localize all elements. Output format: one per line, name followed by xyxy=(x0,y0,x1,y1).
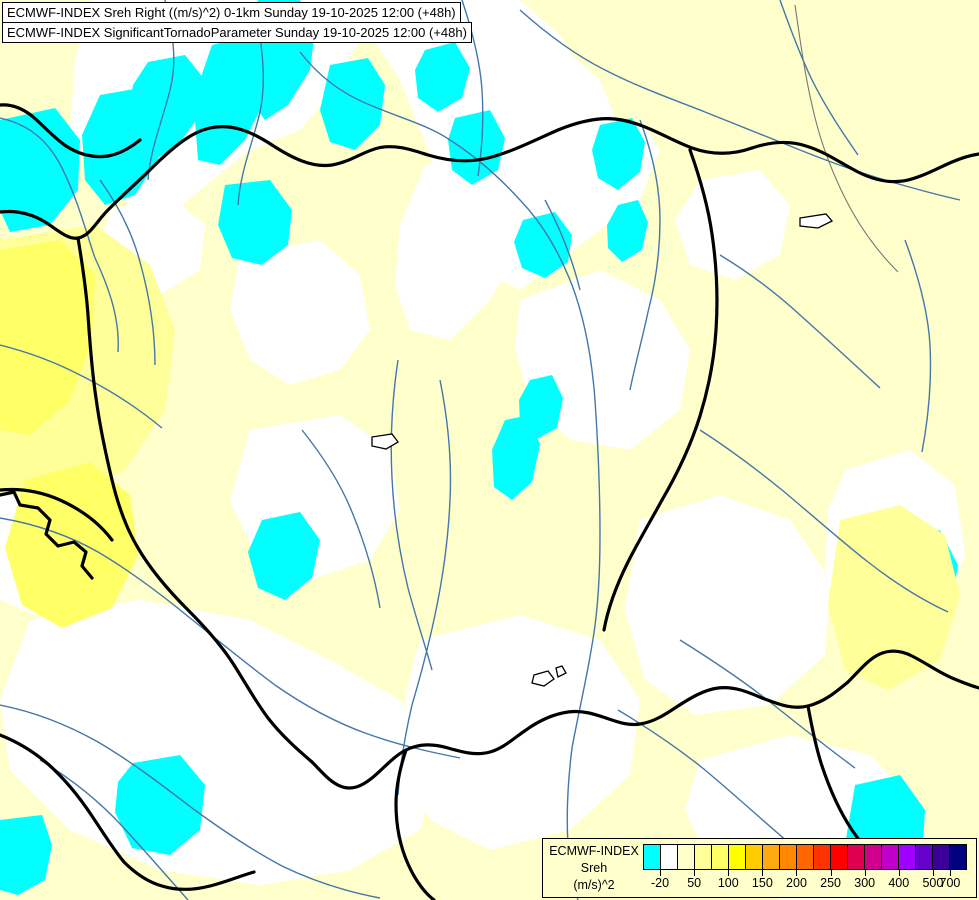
legend-panel: ECMWF-INDEX Sreh (m/s)^2 -20 50 100 150 200 2… xyxy=(542,838,977,898)
colorbar-tick-label-200: 200 xyxy=(786,876,807,890)
colorbar-swatch-11 xyxy=(831,845,848,869)
legend-label-block: ECMWF-INDEX Sreh (m/s)^2 xyxy=(547,843,641,894)
colorbar-swatch-18 xyxy=(950,845,966,869)
shade-band-yellow xyxy=(0,240,138,628)
legend-field-name: Sreh xyxy=(580,861,608,875)
colorbar-swatch-16 xyxy=(916,845,933,869)
colorbar-tick-700 xyxy=(949,870,951,876)
colorbar-swatch-10 xyxy=(814,845,831,869)
colorbar-tick-label-50: 50 xyxy=(687,876,702,890)
title-text-secondary: ECMWF-INDEX SignificantTornadoParameter … xyxy=(7,25,467,40)
colorbar-swatch-8 xyxy=(780,845,797,869)
colorbar-swatch-12 xyxy=(848,845,865,869)
lake-outlines xyxy=(371,213,834,687)
colorbar-tick-300 xyxy=(864,870,866,876)
colorbar-tick-label-400: 400 xyxy=(888,876,910,890)
colorbar-swatch-0 xyxy=(644,845,661,869)
colorbar-tick-label-250: 250 xyxy=(820,876,842,890)
colorbar-tick-500 xyxy=(932,870,934,876)
colorbar-tick-200 xyxy=(796,870,798,876)
colorbar-swatch-9 xyxy=(797,845,814,869)
colorbar-tick-label-100: 100 xyxy=(717,876,739,890)
colorbar-swatch-5 xyxy=(729,845,746,869)
colorbar-swatch-4 xyxy=(712,845,729,869)
colorbar-swatch-1 xyxy=(661,845,678,869)
subregion-border xyxy=(794,4,899,273)
colorbar-tick-label-500: 500 xyxy=(922,876,944,890)
national-borders xyxy=(0,103,979,900)
colorbar-tick-50 xyxy=(694,870,696,876)
colorbar-tick-label-300: 300 xyxy=(854,876,876,890)
colorbar-tick-400 xyxy=(898,870,900,876)
colorbar-tick-label-700: 700 xyxy=(939,876,961,890)
title-box-primary: ECMWF-INDEX Sreh Right ((m/s)^2) 0-1km S… xyxy=(2,2,461,23)
legend-heading: ECMWF-INDEX xyxy=(549,844,639,858)
title-text-primary: ECMWF-INDEX Sreh Right ((m/s)^2) 0-1km S… xyxy=(7,5,456,20)
colorbar-swatch-3 xyxy=(695,845,712,869)
colorbar-tick-label-150: 150 xyxy=(751,876,773,890)
legend-units: (m/s)^2 xyxy=(573,878,615,892)
colorbar-swatch-6 xyxy=(746,845,763,869)
colorbar-swatch-13 xyxy=(865,845,882,869)
colorbar-swatch-17 xyxy=(933,845,950,869)
colorbar-swatch-14 xyxy=(882,845,899,869)
colorbar-tick-250 xyxy=(830,870,832,876)
title-box-secondary: ECMWF-INDEX SignificantTornadoParameter … xyxy=(2,22,472,43)
colorbar[interactable] xyxy=(643,844,967,870)
colorbar-tick-100 xyxy=(728,870,730,876)
colorbar-swatch-15 xyxy=(899,845,916,869)
colorbar-tick-150 xyxy=(762,870,764,876)
colorbar-tick--20 xyxy=(660,870,662,876)
colorbar-swatch-7 xyxy=(763,845,780,869)
colorbar-tick-axis: -20 50 100 150 200 250 300 400 500 700 xyxy=(643,870,967,896)
colorbar-swatch-2 xyxy=(678,845,695,869)
colorbar-tick-label--20: -20 xyxy=(651,876,670,890)
